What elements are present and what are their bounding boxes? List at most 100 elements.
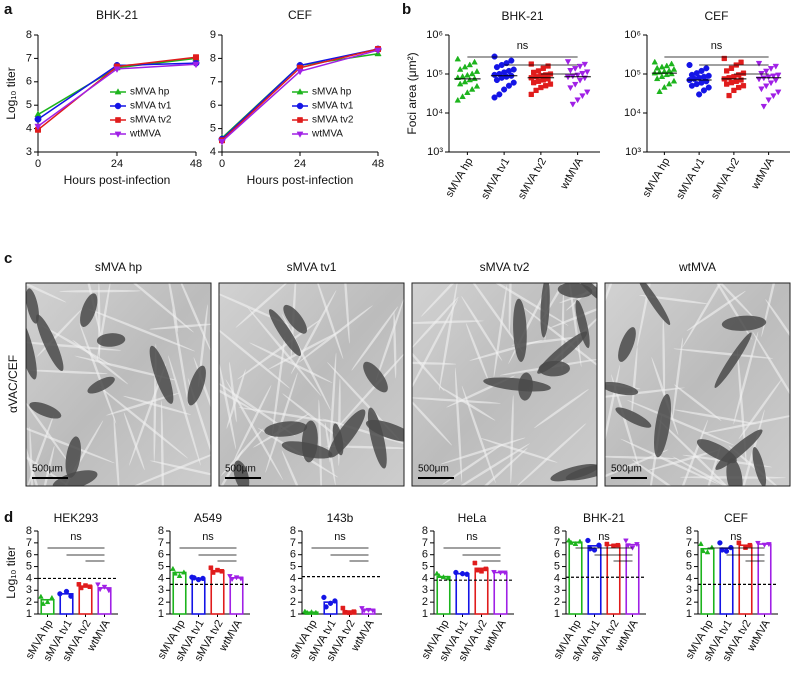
focus <box>332 423 344 456</box>
focus <box>637 283 671 326</box>
chart-title: HeLa <box>458 511 487 525</box>
fiber <box>461 296 503 361</box>
marker <box>564 74 572 81</box>
marker <box>68 593 74 599</box>
y-tick-label: 7 <box>422 537 428 549</box>
fiber <box>172 308 189 407</box>
focus <box>65 436 81 478</box>
marker <box>763 68 770 75</box>
y-tick-label: 6 <box>26 549 32 561</box>
marker <box>238 576 244 582</box>
y-tick-label: 5 <box>210 123 216 135</box>
series-line <box>37 63 197 127</box>
marker <box>434 570 440 576</box>
marker <box>700 548 706 554</box>
focus <box>618 327 636 362</box>
y-tick-label: 8 <box>26 525 32 537</box>
x-tick-label: sMVA hp <box>443 156 475 199</box>
fiber <box>325 445 404 450</box>
y-tick-label: 4 <box>422 572 428 584</box>
marker <box>34 115 42 123</box>
y-tick-label: 3 <box>422 584 428 596</box>
marker <box>233 575 240 581</box>
y-tick-label: 2 <box>290 596 296 608</box>
marker <box>740 70 747 76</box>
marker <box>505 82 512 89</box>
legend-marker <box>114 131 122 138</box>
y-axis-label: Log₁₀ titer <box>4 546 18 598</box>
marker <box>483 566 489 572</box>
fiber <box>59 289 141 293</box>
focus <box>537 331 588 374</box>
y-tick-label: 6 <box>158 549 164 561</box>
y-tick-label: 2 <box>158 596 164 608</box>
focus <box>721 315 767 331</box>
marker <box>535 78 542 84</box>
fiber <box>701 412 790 434</box>
marker <box>200 575 206 582</box>
legend-marker <box>296 131 304 138</box>
y-tick-label: 10⁶ <box>426 29 443 41</box>
marker <box>340 605 346 611</box>
y-tick-label: 4 <box>26 572 32 584</box>
marker <box>585 537 591 544</box>
marker <box>466 61 473 68</box>
marker <box>736 540 742 546</box>
bar <box>436 575 451 615</box>
marker <box>113 66 121 73</box>
focus <box>483 377 551 392</box>
marker <box>304 609 310 615</box>
chart-title: A549 <box>194 511 222 525</box>
fiber <box>534 389 589 429</box>
micrograph-bg <box>26 283 211 486</box>
marker <box>574 97 581 104</box>
micrograph <box>26 283 211 486</box>
fiber <box>87 308 196 352</box>
marker <box>308 609 315 615</box>
y-axis-label: Foci area (μm²) <box>405 52 419 134</box>
marker <box>501 69 508 76</box>
y-tick-label: 4 <box>210 146 216 158</box>
focus <box>752 446 767 486</box>
legend-marker <box>296 88 304 95</box>
micrograph-bg <box>605 283 790 486</box>
bar <box>625 543 640 615</box>
marker <box>584 69 591 76</box>
fiber <box>627 400 734 446</box>
focus <box>615 407 652 428</box>
fiber <box>123 412 145 471</box>
focus <box>80 293 98 327</box>
marker <box>332 598 338 604</box>
y-tick-label: 3 <box>158 584 164 596</box>
marker <box>547 81 554 87</box>
fiber <box>128 363 167 466</box>
fiber <box>605 449 669 486</box>
fiber <box>26 283 67 303</box>
marker <box>464 71 471 78</box>
marker <box>531 69 537 76</box>
marker <box>728 80 735 86</box>
fiber <box>493 284 507 378</box>
legend-marker <box>114 88 122 95</box>
y-tick-label: 1 <box>26 608 32 620</box>
fiber <box>168 355 201 466</box>
x-tick-label: 0 <box>35 158 41 170</box>
fiber <box>219 361 237 450</box>
marker <box>572 81 579 88</box>
fiber <box>420 283 476 317</box>
marker <box>611 543 616 549</box>
fiber <box>439 283 458 391</box>
marker <box>704 549 711 555</box>
micrograph <box>605 283 790 486</box>
marker <box>663 71 670 78</box>
legend-label: sMVA hp <box>130 87 170 98</box>
y-tick-label: 6 <box>26 76 32 88</box>
bar <box>700 547 715 615</box>
fiber <box>632 459 694 486</box>
y-tick-label: 4 <box>686 572 692 584</box>
fiber <box>442 444 503 485</box>
marker <box>577 538 583 544</box>
x-tick-label: 48 <box>190 158 202 170</box>
legend-marker <box>296 102 304 110</box>
fiber <box>412 298 459 401</box>
